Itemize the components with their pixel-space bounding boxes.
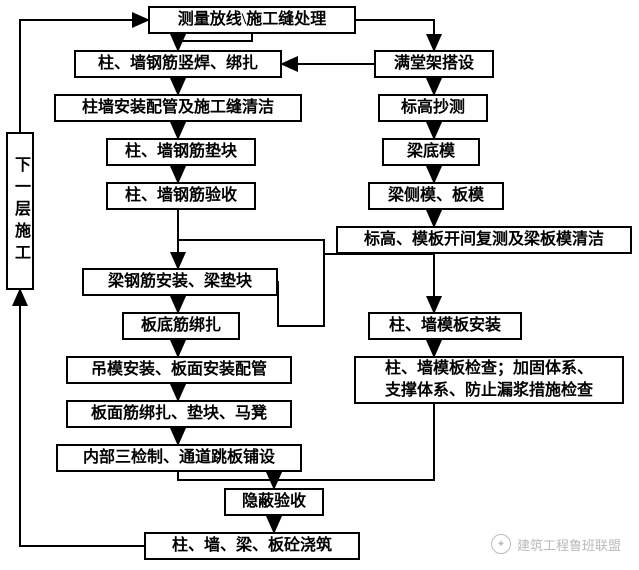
flow-node-n_l1: 柱、墙钢筋竖焊、绑扎 [74,50,282,78]
flow-node-n_l6: 板底筋绑扎 [122,312,240,340]
flow-node-n_r3: 梁底模 [382,138,480,166]
flow-node-n_b2: 柱、墙、梁、板砼浇筑 [144,532,360,560]
flow-node-n_r7b: 支撑体系、防止漏浆措施检查 [354,380,624,404]
flow-node-n_r1: 满堂架搭设 [374,50,494,78]
flow-node-n_l8: 板面筋绑扎、垫块、马凳 [66,400,292,428]
edge [178,472,274,488]
flow-node-n_r6: 柱、墙模板安装 [368,312,522,340]
flow-node-n_r4: 梁侧模、板模 [368,182,504,210]
flow-node-n_l5: 梁钢筋安装、梁垫块 [82,268,278,296]
flow-node-n_side: 下一层施工 [6,132,34,290]
flow-node-n_l4: 柱、墙钢筋验收 [106,182,256,210]
flow-node-n_r5: 标高、模板开间复测及梁板模清洁 [336,226,632,254]
flow-node-n_r2: 标高抄测 [378,94,488,122]
flow-node-n_r7a: 柱、墙模板检查；加固体系、 [354,356,624,380]
edge [356,20,434,50]
wechat-icon: ✦ [491,534,511,554]
flow-node-n_l9: 内部三检制、通道跳板铺设 [56,444,302,472]
flow-node-n_b1: 隐蔽验收 [224,488,324,516]
watermark: ✦ 建筑工程鲁班联盟 [491,534,621,554]
flow-node-n_l3: 柱、墙钢筋垫块 [106,138,256,166]
flow-node-n_l7: 吊模安装、板面安装配管 [66,356,292,384]
flow-node-n_l2: 柱墙安装配管及施工缝清洁 [54,94,302,122]
watermark-text: 建筑工程鲁班联盟 [517,535,621,554]
flow-node-n_top: 测量放线\施工缝处理 [148,6,356,34]
edge [178,34,252,50]
